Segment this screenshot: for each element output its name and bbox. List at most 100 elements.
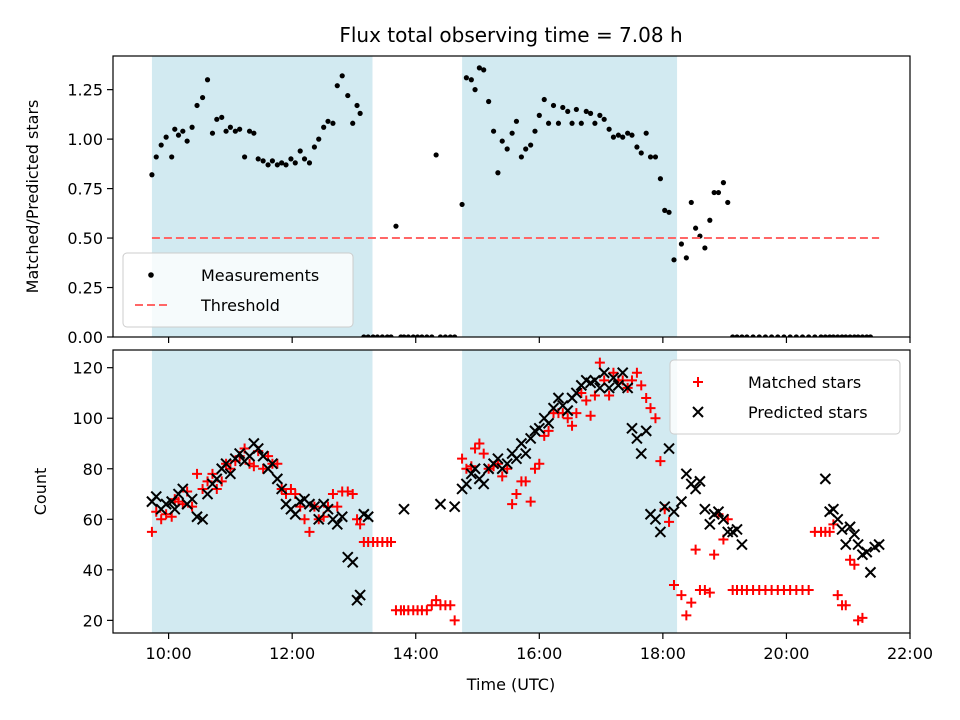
measurements-point [374,334,381,337]
predicted-stars-point [520,447,532,460]
predicted-stars-point [336,511,348,523]
predicted-stars-point [351,594,363,606]
measurements-point [204,77,211,83]
measurements-point [459,201,465,208]
predicted-stars-point [201,488,214,500]
matched-stars-point [849,559,860,570]
predicted-stars-point [510,452,523,465]
matched-stars-point [272,458,283,469]
measurements-point [227,124,233,130]
predicted-stars-point [150,490,162,503]
predicted-stars-point [552,392,565,404]
measurements-point [419,334,425,337]
matched-stars-point [681,610,692,621]
measurements-point [867,334,874,337]
legend-box [122,252,354,328]
measurements-point [662,207,668,213]
measurements-point [321,124,327,130]
matched-stars-point [474,438,485,449]
matched-stars-point [386,537,397,548]
matched-stars-point [146,526,157,537]
matched-stars-point [421,605,432,616]
predicted-stars-point [191,511,203,523]
measurements-point [153,154,159,160]
matched-stars-point [248,461,259,472]
predicted-stars-point [844,521,856,533]
predicted-stars-point [347,556,359,568]
matched-stars-point [426,600,437,611]
predicted-stars-point [612,379,625,392]
y-tick-label: 120 [72,359,103,378]
predicted-stars-point [275,483,288,495]
predicted-stars-legend-label: Predicted stars [748,403,868,422]
matched-stars-point [562,413,573,424]
matched-stars-point [824,526,835,537]
matched-stars-point [355,519,366,530]
matched-stars-point [690,544,701,555]
measurements-point [189,124,195,130]
measurements-point [472,87,478,93]
x-axis-label: Time (UTC) [466,675,555,694]
matched-stars-point [192,468,203,479]
plot-area [146,357,885,626]
measurements-point [688,199,694,206]
matched-stars-point [655,456,666,467]
x-tick-label: 20:00 [763,644,809,663]
predicted-stars-point [160,498,172,510]
predicted-stars-point [873,538,885,551]
predicted-stars-point [832,513,844,526]
matched-stars-point [845,554,856,565]
matched-stars-point [664,516,675,527]
y-tick-label: 40 [83,561,103,580]
measurements-point [610,134,617,140]
measurements-point [495,170,501,176]
matched-stars-point [604,390,615,401]
measurements-point [499,138,505,144]
predicted-stars-point [626,422,638,435]
measurements-point [379,334,385,337]
measurements-point [683,255,689,261]
predicted-stars-point [712,506,725,518]
measurements-point [442,334,448,337]
measurements-point [163,134,169,140]
measurements-point [541,96,547,103]
matched-stars-point [668,579,679,590]
measurements-point [251,130,257,136]
measurements-point [787,334,793,337]
measurements-point [414,334,421,337]
measurements-legend-label: Measurements [201,266,319,285]
y-tick-label: 60 [83,510,103,529]
predicted-stars-point [220,457,232,470]
measurements-point [214,116,220,122]
matched-stars-point [431,595,442,606]
measurements-point [847,334,853,337]
measurements-point [597,112,603,118]
measurements-point [725,199,731,206]
predicted-stars-legend-marker [692,406,704,418]
measurements-point [410,334,416,337]
predicted-stars-point [699,503,711,515]
measurements-point [620,134,626,140]
matched-stars-point [709,549,720,560]
measurements-point [578,120,584,126]
measurements-point [481,67,487,73]
matched-stars-point [571,408,582,419]
predicted-stars-point [861,546,873,558]
predicted-stars-point [211,473,223,485]
measurements-point [818,334,824,337]
measurements-point [528,142,534,148]
matched-stars-point [332,501,343,512]
measurements-point [678,241,685,247]
measurements-point [401,334,407,337]
predicted-stars-point [659,500,671,513]
measurements-point [476,65,482,71]
measurements-point [762,334,769,337]
measurements-point [339,73,345,79]
measurements-point [316,136,322,142]
matched-stars-point [258,463,269,474]
measurements-point [158,142,164,148]
predicted-stars-point [635,447,647,460]
y-tick-label: 20 [83,611,103,630]
measurements-point [739,334,745,337]
predicted-stars-point [562,404,574,417]
